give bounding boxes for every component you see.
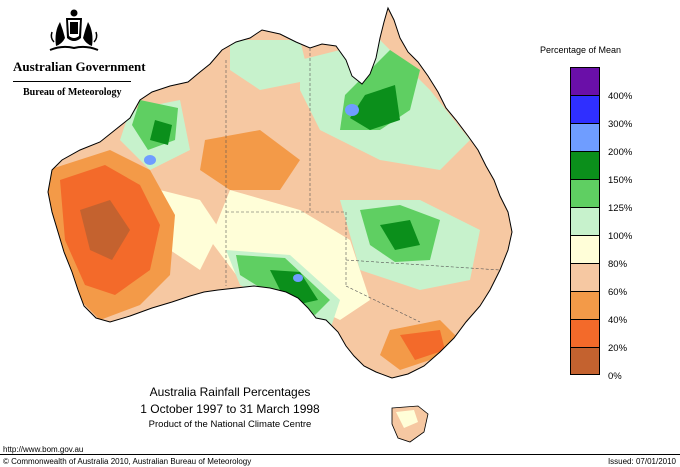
logo-divider: [13, 81, 131, 82]
footer-divider: [0, 454, 680, 455]
legend-label-125: 125%: [608, 203, 633, 214]
legend-label-60: 60%: [608, 287, 628, 298]
legend-label-0: 0%: [608, 371, 622, 382]
copyright-text: © Commonwealth of Australia 2010, Austra…: [3, 457, 252, 466]
legend-title: Percentage of Mean: [540, 45, 622, 55]
legend-label-400: 400%: [608, 91, 633, 102]
map-credit: Product of the National Climate Centre: [148, 419, 312, 430]
legend-swatch-125: [570, 179, 600, 207]
government-name: Australian Government: [13, 59, 146, 74]
legend-label-80: 80%: [608, 259, 628, 270]
legend-swatch-300: [570, 95, 600, 123]
legend-label-200: 200%: [608, 147, 633, 158]
website-link[interactable]: http://www.bom.gov.au: [3, 445, 84, 454]
issued-date: Issued: 07/01/2010: [607, 457, 676, 466]
map-title: Australia Rainfall Percentages: [149, 385, 311, 399]
coat-of-arms-icon: [49, 9, 99, 51]
legend-label-150: 150%: [608, 175, 633, 186]
tasmania: [391, 405, 429, 443]
legend-colorbar: [570, 67, 600, 375]
legend-swatch-100: [570, 207, 600, 235]
bom-logo: Australian Government Bureau of Meteorol…: [8, 8, 146, 98]
legend-swatch-80: [570, 235, 600, 263]
bureau-name: Bureau of Meteorology: [23, 87, 122, 98]
legend-swatch-200: [570, 123, 600, 151]
legend-label-300: 300%: [608, 119, 633, 130]
legend-label-100: 100%: [608, 231, 633, 242]
legend-swatch-20: [570, 319, 600, 347]
legend-swatch-400: [570, 67, 600, 95]
legend-swatch-150: [570, 151, 600, 179]
legend-label-20: 20%: [608, 343, 628, 354]
legend-swatch-60: [570, 263, 600, 291]
map-period: 1 October 1997 to 31 March 1998: [140, 402, 320, 416]
legend-swatch-0: [570, 347, 600, 375]
legend-swatch-40: [570, 291, 600, 319]
legend-label-40: 40%: [608, 315, 628, 326]
